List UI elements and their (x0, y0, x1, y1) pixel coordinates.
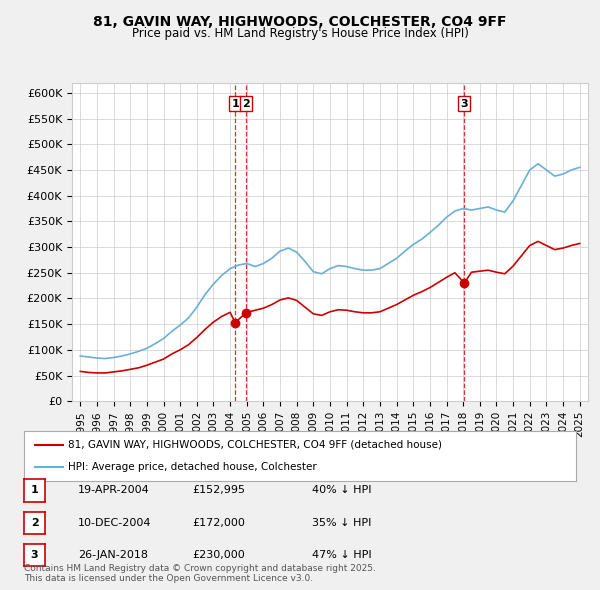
Text: 10-DEC-2004: 10-DEC-2004 (78, 518, 151, 527)
Text: 19-APR-2004: 19-APR-2004 (78, 486, 150, 495)
Text: £152,995: £152,995 (192, 486, 245, 495)
Text: 81, GAVIN WAY, HIGHWOODS, COLCHESTER, CO4 9FF: 81, GAVIN WAY, HIGHWOODS, COLCHESTER, CO… (93, 15, 507, 29)
Text: 3: 3 (31, 550, 38, 560)
Text: 47% ↓ HPI: 47% ↓ HPI (312, 550, 371, 560)
Text: 1: 1 (31, 486, 38, 495)
Text: 81, GAVIN WAY, HIGHWOODS, COLCHESTER, CO4 9FF (detached house): 81, GAVIN WAY, HIGHWOODS, COLCHESTER, CO… (68, 440, 442, 450)
Text: Price paid vs. HM Land Registry's House Price Index (HPI): Price paid vs. HM Land Registry's House … (131, 27, 469, 40)
Text: 35% ↓ HPI: 35% ↓ HPI (312, 518, 371, 527)
Text: 3: 3 (461, 99, 468, 109)
Text: 26-JAN-2018: 26-JAN-2018 (78, 550, 148, 560)
Text: Contains HM Land Registry data © Crown copyright and database right 2025.
This d: Contains HM Land Registry data © Crown c… (24, 563, 376, 583)
Text: 2: 2 (242, 99, 250, 109)
Text: HPI: Average price, detached house, Colchester: HPI: Average price, detached house, Colc… (68, 462, 317, 472)
Text: £172,000: £172,000 (192, 518, 245, 527)
Text: 1: 1 (231, 99, 239, 109)
Text: 2: 2 (31, 518, 38, 527)
Text: 40% ↓ HPI: 40% ↓ HPI (312, 486, 371, 495)
Text: £230,000: £230,000 (192, 550, 245, 560)
